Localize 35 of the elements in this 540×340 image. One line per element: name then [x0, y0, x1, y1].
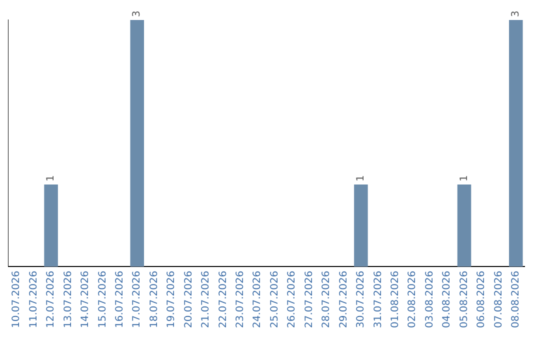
data-label: 1 [46, 175, 57, 182]
x-tick-label: 23.07.2026 [235, 270, 246, 328]
x-tick-label: 02.08.2026 [407, 270, 418, 328]
x-tick-label: 25.07.2026 [269, 270, 280, 328]
data-label: 1 [458, 175, 470, 182]
data-label: 3 [510, 10, 522, 17]
x-tick-label: 08.08.2026 [510, 270, 522, 328]
x-tick-label: 19.07.2026 [166, 270, 178, 328]
x-tick-label: 14.07.2026 [80, 270, 92, 328]
x-tick-label: 27.07.2026 [304, 270, 315, 328]
x-tick-label: 13.07.2026 [62, 270, 74, 328]
x-tick-label: 21.07.2026 [200, 270, 212, 328]
x-tick-label: 30.07.2026 [356, 270, 367, 328]
data-label: 1 [356, 175, 367, 182]
x-tick-label: 06.08.2026 [476, 270, 488, 328]
x-tick-label: 07.08.2026 [493, 270, 504, 328]
x-tick-label: 11.07.2026 [28, 270, 40, 328]
x-tick-label: 15.07.2026 [97, 270, 108, 328]
data-label: 3 [132, 10, 143, 17]
x-tick-label: 04.08.2026 [442, 270, 453, 328]
x-tick-label: 12.07.2026 [46, 270, 57, 328]
x-tick-label: 28.07.2026 [321, 270, 332, 328]
x-tick-label: 29.07.2026 [338, 270, 350, 328]
x-tick-label: 18.07.2026 [148, 270, 160, 328]
x-tick-label: 05.08.2026 [458, 270, 470, 328]
x-tick-label: 17.07.2026 [132, 270, 143, 328]
x-tick-label: 16.07.2026 [114, 270, 126, 328]
x-tick-label: 22.07.2026 [218, 270, 229, 328]
x-tick-label: 26.07.2026 [286, 270, 298, 328]
x-tick-label: 20.07.2026 [183, 270, 194, 328]
x-tick-label: 03.08.2026 [424, 270, 436, 328]
x-tick-label: 10.07.2026 [11, 270, 22, 328]
x-tick-label: 31.07.2026 [372, 270, 384, 328]
x-tick-label: 01.08.2026 [390, 270, 401, 328]
x-tick-label: 24.07.2026 [252, 270, 264, 328]
